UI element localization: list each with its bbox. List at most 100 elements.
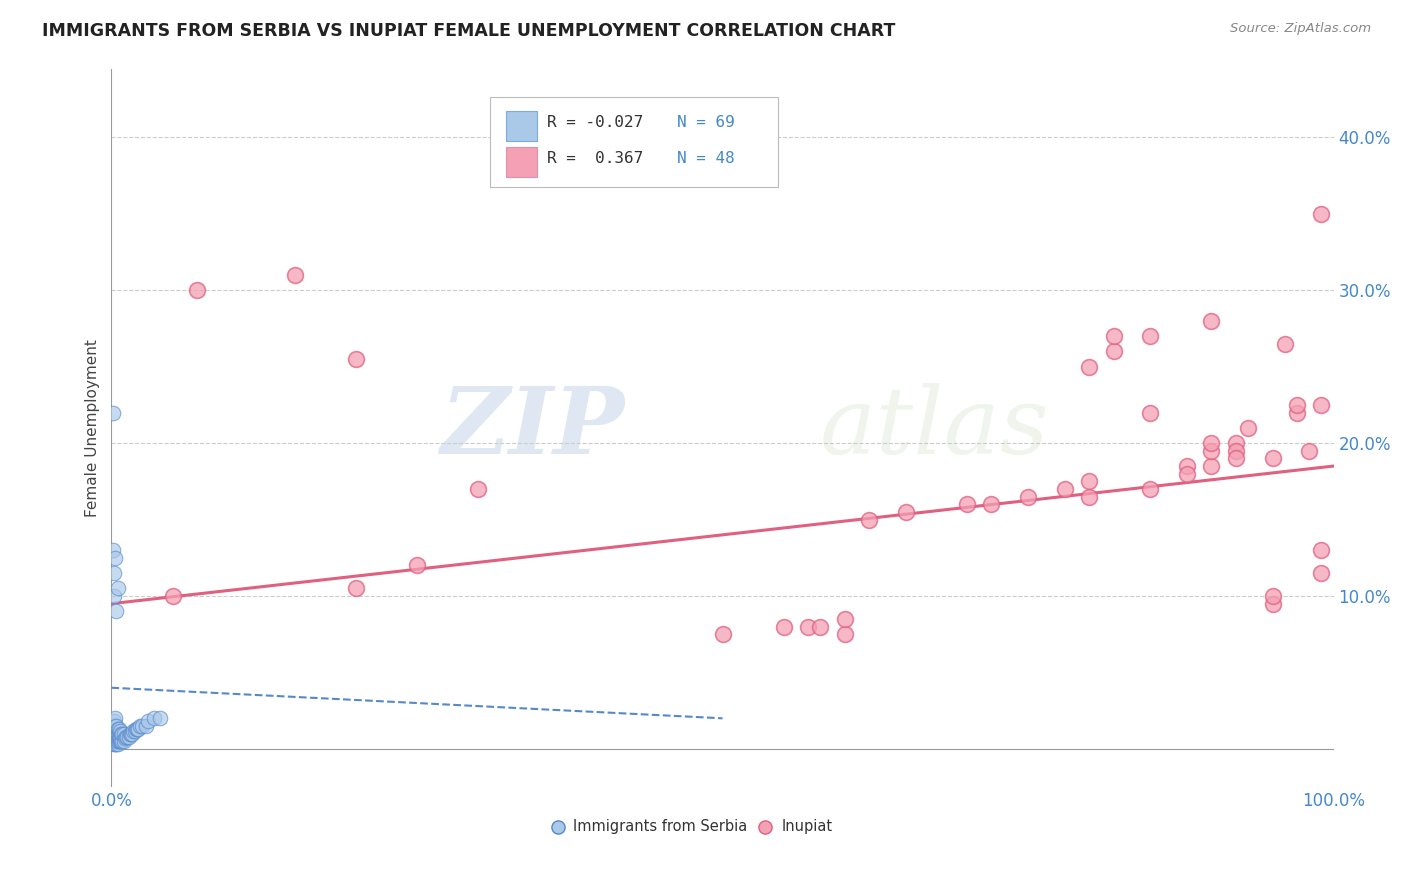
Point <box>103 737 125 751</box>
Point <box>1310 543 1333 558</box>
Point <box>131 719 153 733</box>
Point <box>124 723 146 738</box>
Point <box>101 726 124 740</box>
Point <box>1102 344 1125 359</box>
Point <box>103 723 125 738</box>
Bar <box>506 147 537 177</box>
Point <box>105 604 128 618</box>
Point <box>834 627 856 641</box>
Point <box>103 731 125 746</box>
Text: IMMIGRANTS FROM SERBIA VS INUPIAT FEMALE UNEMPLOYMENT CORRELATION CHART: IMMIGRANTS FROM SERBIA VS INUPIAT FEMALE… <box>42 22 896 40</box>
Point <box>547 826 569 840</box>
Point <box>1310 207 1333 221</box>
Point <box>104 711 127 725</box>
Point <box>107 722 129 736</box>
Point <box>467 482 489 496</box>
Point <box>112 726 135 740</box>
Point <box>1053 482 1076 496</box>
Point <box>107 737 129 751</box>
Point <box>103 734 125 748</box>
Point <box>1274 336 1296 351</box>
Point <box>1139 482 1161 496</box>
Point <box>107 726 129 740</box>
Point <box>1102 329 1125 343</box>
Point <box>107 734 129 748</box>
Point <box>1261 597 1284 611</box>
Point <box>105 723 128 738</box>
Point <box>1201 443 1223 458</box>
Point <box>894 505 917 519</box>
Point <box>101 719 124 733</box>
Point <box>122 723 145 738</box>
Point <box>115 730 138 744</box>
Point <box>162 589 184 603</box>
Point <box>149 711 172 725</box>
Text: Immigrants from Serbia: Immigrants from Serbia <box>574 819 748 834</box>
FancyBboxPatch shape <box>491 97 778 187</box>
Point <box>1310 398 1333 412</box>
Point <box>711 627 734 641</box>
Point <box>980 497 1002 511</box>
Point <box>110 734 132 748</box>
Point <box>107 726 129 740</box>
Point <box>1078 490 1101 504</box>
Point <box>1201 436 1223 450</box>
Point <box>105 737 128 751</box>
Text: N = 69: N = 69 <box>678 115 735 130</box>
Point <box>103 589 125 603</box>
Text: R = -0.027: R = -0.027 <box>547 115 643 130</box>
Point <box>135 719 157 733</box>
Point <box>1225 451 1247 466</box>
Point <box>104 730 127 744</box>
Point <box>104 723 127 738</box>
Text: R =  0.367: R = 0.367 <box>547 151 643 166</box>
Bar <box>506 111 537 141</box>
Point <box>1201 314 1223 328</box>
Point <box>1201 458 1223 473</box>
Point <box>108 723 131 738</box>
Point <box>110 726 132 740</box>
Point <box>111 734 134 748</box>
Point <box>104 737 127 751</box>
Point <box>104 719 127 733</box>
Point <box>1261 589 1284 603</box>
Point <box>344 351 367 366</box>
Text: ZIP: ZIP <box>440 383 624 473</box>
Point <box>112 734 135 748</box>
Point <box>143 711 166 725</box>
Point <box>772 619 794 633</box>
Point <box>1225 443 1247 458</box>
Text: Inupiat: Inupiat <box>782 819 832 834</box>
Y-axis label: Female Unemployment: Female Unemployment <box>86 339 100 516</box>
Point <box>101 405 124 419</box>
Point <box>105 731 128 746</box>
Point <box>104 731 127 746</box>
Point <box>108 730 131 744</box>
Point <box>118 726 141 740</box>
Point <box>1078 359 1101 374</box>
Point <box>111 726 134 740</box>
Point <box>107 731 129 746</box>
Point <box>344 582 367 596</box>
Point <box>1261 451 1284 466</box>
Point <box>103 714 125 729</box>
Point <box>103 566 125 580</box>
Point <box>1139 329 1161 343</box>
Point <box>1285 405 1308 419</box>
Point <box>406 558 429 573</box>
Point <box>128 719 150 733</box>
Point <box>105 734 128 748</box>
Point <box>284 268 307 282</box>
Point <box>1310 566 1333 580</box>
Text: N = 48: N = 48 <box>678 151 735 166</box>
Point <box>103 719 125 733</box>
Point <box>101 734 124 748</box>
Point <box>754 826 776 840</box>
Point <box>1237 421 1260 435</box>
Point <box>107 722 129 736</box>
Point <box>1175 458 1198 473</box>
Point <box>101 543 124 558</box>
Point <box>797 619 820 633</box>
Point <box>104 550 127 565</box>
Text: atlas: atlas <box>820 383 1050 473</box>
